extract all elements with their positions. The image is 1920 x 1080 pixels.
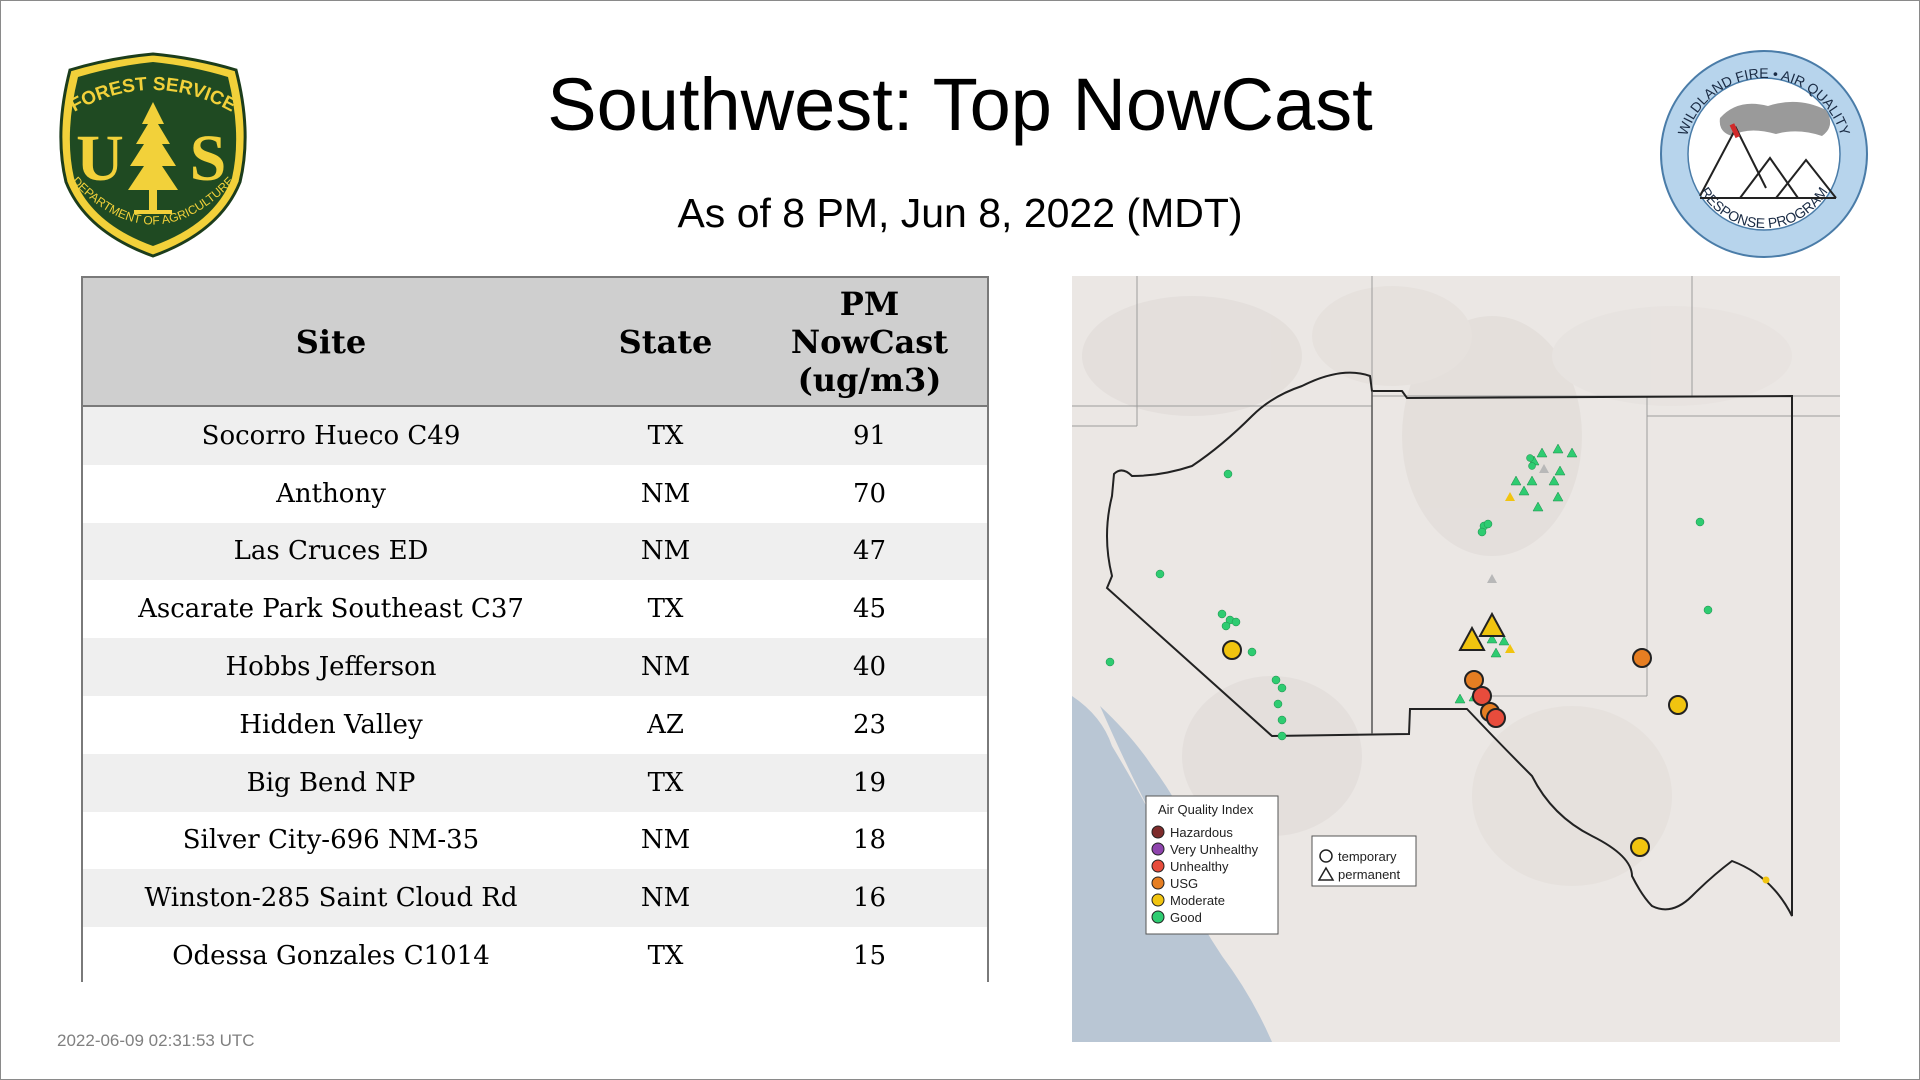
cell-value: 23 [852,709,887,740]
no-data-markers [1487,464,1549,583]
aqi-legend-items: Hazardous Very Unhealthy Unhealthy USG M… [1151,825,1259,925]
forest-service-logo: FOREST SERVICE DEPARTMENT OF AGRICULTURE… [59,52,247,258]
aqi-legend-title: Air Quality Index [1158,802,1254,817]
cell-site: Hobbs Jefferson [225,652,437,683]
header-pm-line1: PM [839,284,900,323]
cell-site: Hidden Valley [239,709,423,740]
cell-value: 45 [852,594,887,625]
cell-site: Las Cruces ED [233,536,429,567]
legend-swatch-moderate [1151,893,1165,907]
legend-label-moderate: Moderate [1170,893,1225,908]
pine-tree-icon [128,102,178,214]
table-header-row: Site State PM NowCast (ug/m3) [83,278,987,407]
cell-value: 91 [852,420,887,451]
legend-label-very-unhealthy: Very Unhealthy [1170,842,1259,857]
good-markers [1105,443,1713,741]
cell-value: 47 [852,536,887,567]
cell-value: 16 [852,883,887,914]
header-pm-line2: NowCast [790,322,949,361]
table-row: Ascarate Park Southeast C37 TX 45 [83,580,987,639]
table-row: Hobbs Jefferson NM 40 [83,638,987,696]
nowcast-table: Site State PM NowCast (ug/m3) Socorro Hu… [81,276,989,985]
unhealthy-markers [1464,648,1652,728]
cell-state: NM [640,883,691,914]
header-site: Site [83,278,579,407]
legend-label-permanent: permanent [1338,867,1401,882]
cell-state: NM [640,652,691,683]
cell-value: 19 [852,767,887,798]
legend-swatch-hazardous [1151,825,1165,839]
legend-label-good: Good [1170,910,1202,925]
legend-swatch-good [1151,910,1165,924]
air-quality-map: Air Quality Index Hazardous Very Unhealt… [1072,276,1840,1042]
cell-site: Ascarate Park Southeast C37 [138,594,524,625]
legend-swatch-usg [1151,876,1165,890]
table-row: Anthony NM 70 [83,464,987,523]
wildland-fire-logo: WILDLAND FIRE • AIR QUALITY RESPONSE PRO… [1660,50,1868,258]
legend-swatch-very-unhealthy [1151,842,1165,856]
cell-site: Silver City-696 NM-35 [182,825,480,856]
cell-site: Anthony [276,478,386,509]
cell-value: 40 [852,652,887,683]
table-row: Socorro Hueco C49 TX 91 [83,406,987,465]
region-outline [1105,371,1793,917]
fs-letter-u: U [76,122,124,195]
cell-state: TX [647,767,684,798]
moderate-markers [1222,611,1688,857]
header-state: State [579,278,752,407]
page-subtitle: As of 8 PM, Jun 8, 2022 (MDT) [677,190,1243,236]
cell-state: TX [647,420,684,451]
cell-state: NM [640,478,691,509]
small-moderate-markers [1505,492,1770,884]
cell-value: 18 [852,825,887,856]
footer-timestamp: 2022-06-09 02:31:53 UTC [57,1031,255,1050]
cell-state: NM [640,536,691,567]
cell-state: TX [647,594,684,625]
table-row: Winston-285 Saint Cloud Rd NM 16 [83,869,987,928]
temporary-circle-icon [1319,849,1333,863]
cell-value: 70 [852,478,887,509]
aqi-legend: Air Quality Index Hazardous Very Unhealt… [1145,795,1279,935]
header-pm-line3: (ug/m3) [797,360,942,399]
fs-letter-s: S [190,122,227,195]
table-row: Hidden Valley AZ 23 [83,695,987,754]
cell-state: AZ [647,709,684,740]
legend-label-hazardous: Hazardous [1170,825,1233,840]
permanent-triangle-icon [1317,866,1335,881]
table-row: Odessa Gonzales C1014 TX 15 [83,927,987,985]
cell-value: 15 [852,941,887,972]
cell-state: NM [640,825,691,856]
legend-label-usg: USG [1170,876,1198,891]
header-pm-nowcast: PM NowCast (ug/m3) [752,278,987,407]
table-row: Big Bend NP TX 19 [83,753,987,812]
shape-legend: temporary permanent [1311,835,1417,887]
legend-swatch-unhealthy [1151,859,1165,873]
legend-label-temporary: temporary [1338,849,1397,864]
cell-site: Big Bend NP [246,767,416,798]
smoke-plume-icon [1719,101,1831,136]
cell-site: Socorro Hueco C49 [201,420,461,451]
table-row: Silver City-696 NM-35 NM 18 [83,811,987,870]
cell-site: Odessa Gonzales C1014 [172,941,490,972]
cell-state: TX [647,941,684,972]
page-title: Southwest: Top NowCast [547,63,1373,146]
cell-site: Winston-285 Saint Cloud Rd [144,883,518,914]
legend-label-unhealthy: Unhealthy [1170,859,1229,874]
table-row: Las Cruces ED NM 47 [83,522,987,581]
